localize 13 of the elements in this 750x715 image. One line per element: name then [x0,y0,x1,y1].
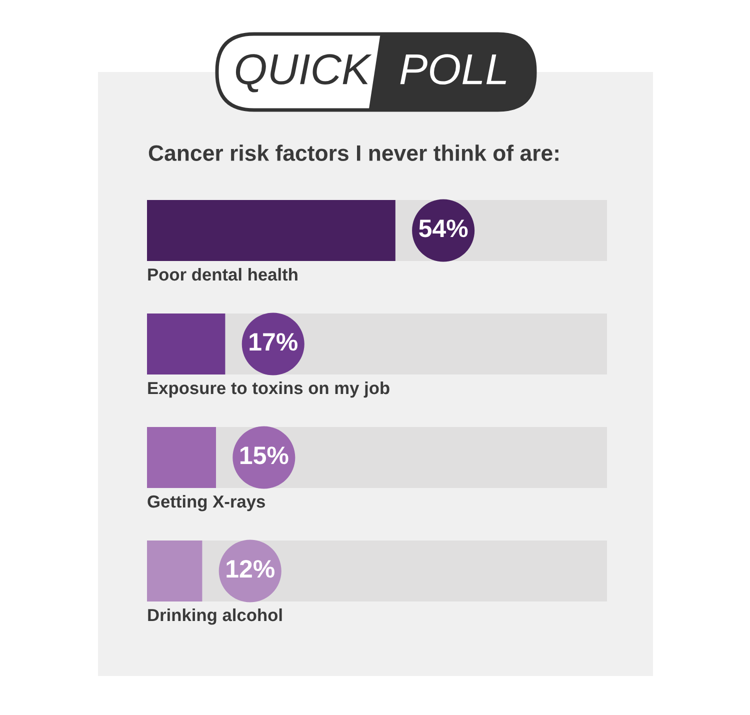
y-tick-label: Exposure to toxins on my job [148,381,390,398]
data-label: 12% [226,560,274,578]
chart-title: QUICK POLL [236,54,506,92]
data-label: 15% [240,446,288,464]
y-tick-label: Drinking alcohol [148,608,282,625]
bar [147,540,202,602]
bar [147,314,226,374]
data-label: 54% [419,220,468,238]
y-tick-label: Getting X-rays [148,494,265,512]
data-label: 17% [250,333,298,351]
chart-subtitle: Cancer risk factors I never think of are: [148,144,558,161]
y-tick-label: Poor dental health [148,268,298,281]
bar [147,427,216,488]
